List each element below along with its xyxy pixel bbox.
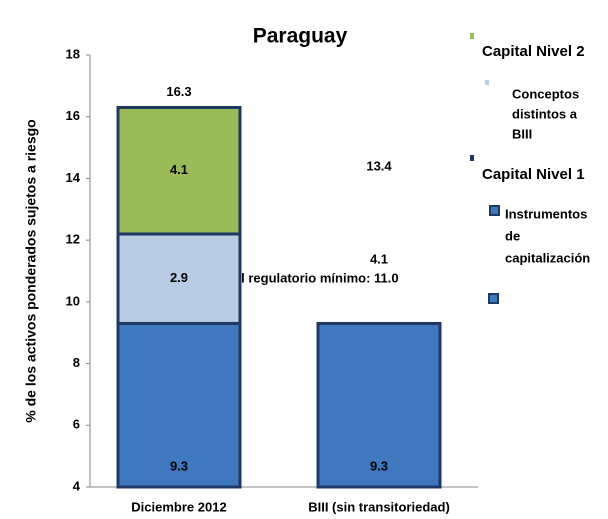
x-tick-label: Diciembre 2012 bbox=[131, 499, 226, 514]
legend-marker bbox=[488, 293, 499, 304]
legend-label: distintos a bbox=[512, 106, 578, 121]
legend-marker bbox=[485, 80, 489, 85]
y-tick-label: 14 bbox=[66, 170, 81, 185]
legend-heading: Capital Nivel 2 bbox=[482, 43, 585, 60]
y-tick-label: 18 bbox=[66, 46, 80, 61]
bar-segment bbox=[116, 321, 242, 489]
y-tick-label: 8 bbox=[73, 355, 80, 370]
total-label: 16.3 bbox=[166, 84, 191, 99]
data-label: 9.3 bbox=[370, 458, 388, 473]
data-label: 4.1 bbox=[170, 162, 188, 177]
x-tick-label: BIII (sin transitoriedad) bbox=[308, 499, 450, 514]
y-tick-label: 6 bbox=[73, 417, 80, 432]
legend-label: de bbox=[505, 228, 520, 243]
legend-label: Conceptos bbox=[512, 86, 579, 101]
y-axis-label: % de los activos ponderados sujetos a ri… bbox=[23, 119, 39, 422]
bar-segment bbox=[116, 105, 242, 236]
legend-label: capitalización bbox=[505, 250, 590, 265]
annotation: Capital regulatorio mínimo: 11.0 bbox=[201, 270, 398, 285]
legend-label: Instrumentos bbox=[505, 206, 587, 221]
legend-marker bbox=[489, 205, 500, 216]
total-label: 13.4 bbox=[366, 158, 392, 173]
chart-title: Paraguay bbox=[253, 25, 348, 48]
y-tick-label: 10 bbox=[66, 293, 80, 308]
bar-segment bbox=[316, 321, 442, 489]
legend-marker bbox=[470, 155, 474, 161]
legend-heading: Capital Nivel 1 bbox=[482, 166, 585, 183]
legend-marker bbox=[470, 33, 474, 39]
bar-segment bbox=[116, 232, 242, 325]
data-label: 2.9 bbox=[170, 270, 188, 285]
y-tick-label: 4 bbox=[73, 478, 81, 493]
data-label: 9.3 bbox=[170, 458, 188, 473]
legend-label: BIII bbox=[512, 126, 532, 141]
y-tick-label: 12 bbox=[66, 232, 80, 247]
data-label: 4.1 bbox=[370, 252, 388, 267]
y-tick-label: 16 bbox=[66, 108, 80, 123]
